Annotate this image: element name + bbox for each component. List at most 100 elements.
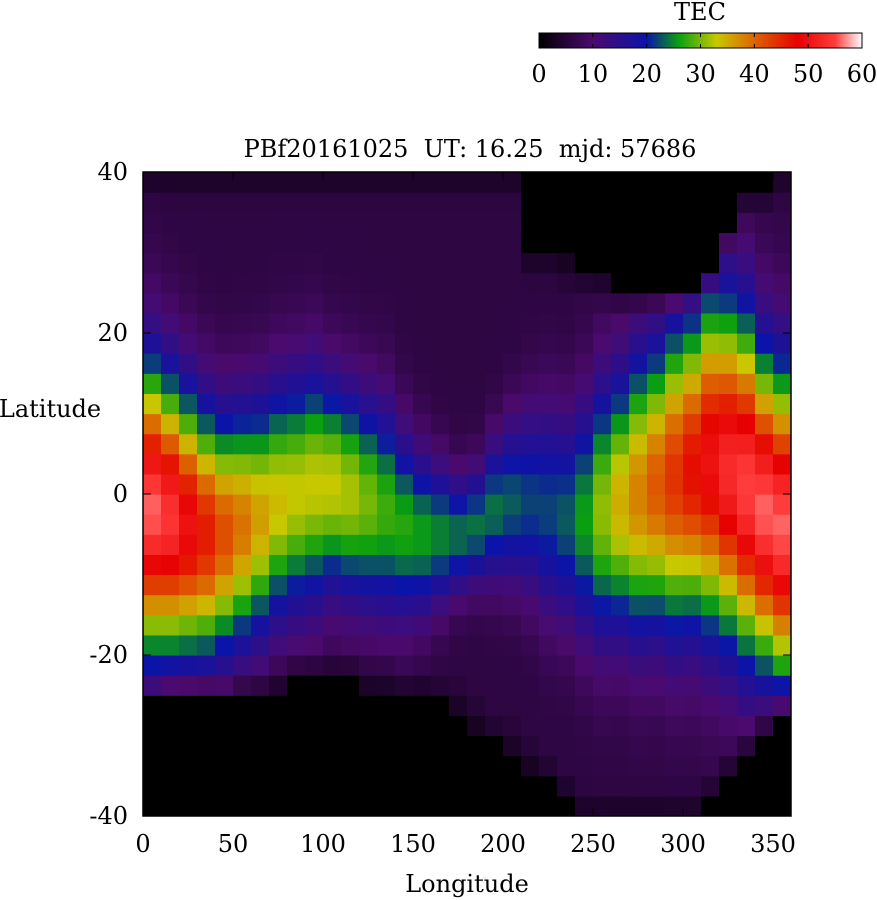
heatmap-cell: [197, 252, 216, 274]
heatmap-cell: [683, 574, 702, 596]
heatmap-cell: [215, 172, 234, 193]
heatmap-cell: [143, 292, 162, 314]
heatmap-cell: [683, 514, 702, 535]
heatmap-cell: [197, 574, 216, 596]
heatmap-cell: [305, 473, 324, 495]
heatmap-cell: [305, 574, 324, 596]
heatmap-cell: [269, 393, 288, 415]
heatmap-cell: [557, 453, 576, 475]
heatmap-cell: [611, 614, 630, 636]
heatmap-cell: [431, 634, 450, 656]
colorbar-tick-label: 20: [631, 60, 662, 88]
heatmap-cell: [449, 373, 468, 394]
heatmap-cell: [143, 373, 162, 394]
heatmap-cell: [251, 453, 270, 475]
heatmap-cell: [539, 252, 558, 274]
heatmap-cell: [737, 212, 756, 233]
heatmap-cell: [773, 614, 791, 636]
heatmap-cell: [323, 574, 342, 596]
heatmap-cell: [647, 514, 666, 535]
heatmap-cell: [449, 453, 468, 475]
heatmap-cell: [485, 353, 504, 374]
heatmap-cell: [737, 715, 756, 737]
heatmap-cell: [341, 232, 360, 254]
heatmap-cell: [323, 212, 342, 233]
heatmap-cell: [413, 333, 432, 354]
colorbar-tick-label: 60: [847, 60, 877, 88]
heatmap-cell: [647, 333, 666, 354]
heatmap-cell: [413, 755, 432, 777]
heatmap-cell: [629, 393, 648, 415]
heatmap-cell: [755, 353, 774, 374]
heatmap-cell: [701, 272, 720, 294]
heatmap-cell: [251, 514, 270, 535]
heatmap-cell: [629, 695, 648, 716]
heatmap-cell: [395, 574, 414, 596]
heatmap-cell: [557, 473, 576, 495]
heatmap-cell: [431, 473, 450, 495]
heatmap-cell: [629, 172, 648, 193]
heatmap-cell: [431, 775, 450, 797]
heatmap-cell: [611, 574, 630, 596]
heatmap-cell: [305, 252, 324, 274]
heatmap-cell: [557, 594, 576, 616]
heatmap-cell: [485, 393, 504, 415]
heatmap-cell: [161, 172, 180, 193]
heatmap-cell: [503, 252, 522, 274]
heatmap-cell: [485, 252, 504, 274]
heatmap-cell: [215, 373, 234, 394]
heatmap-cell: [215, 735, 234, 757]
heatmap-cell: [143, 775, 162, 797]
heatmap-cell: [593, 775, 612, 797]
heatmap-cell: [539, 232, 558, 254]
heatmap-cell: [665, 172, 684, 193]
heatmap-cell: [575, 534, 594, 555]
heatmap-cell: [233, 594, 252, 616]
heatmap-cell: [539, 675, 558, 696]
heatmap-cell: [449, 735, 468, 757]
heatmap-cell: [629, 373, 648, 394]
heatmap-cell: [611, 775, 630, 797]
heatmap-cell: [485, 735, 504, 757]
heatmap-cell: [269, 272, 288, 294]
heatmap-cell: [719, 333, 738, 354]
heatmap-cell: [503, 212, 522, 233]
heatmap-cell: [413, 614, 432, 636]
heatmap-cell: [341, 353, 360, 374]
heatmap-cell: [377, 413, 396, 435]
heatmap-cell: [683, 393, 702, 415]
heatmap-cell: [557, 333, 576, 354]
heatmap-cell: [755, 393, 774, 415]
heatmap-cell: [611, 212, 630, 233]
heatmap-cell: [755, 252, 774, 274]
heatmap-cell: [323, 494, 342, 515]
heatmap-cell: [485, 715, 504, 737]
heatmap-cell: [431, 192, 450, 213]
heatmap-cell: [737, 393, 756, 415]
heatmap-cell: [683, 594, 702, 616]
heatmap-cell: [305, 433, 324, 455]
heatmap-cell: [539, 292, 558, 314]
heatmap-cell: [413, 413, 432, 435]
heatmap-cell: [287, 514, 306, 535]
heatmap-cell: [449, 534, 468, 555]
heatmap-cell: [251, 473, 270, 495]
heatmap-cell: [701, 433, 720, 455]
heatmap-cell: [215, 634, 234, 656]
heatmap-cell: [233, 634, 252, 656]
heatmap-cell: [665, 594, 684, 616]
heatmap-cell: [287, 675, 306, 696]
heatmap-cell: [557, 353, 576, 374]
heatmap-cell: [179, 413, 198, 435]
heatmap-cell: [161, 312, 180, 334]
heatmap-cell: [611, 252, 630, 274]
heatmap-cell: [161, 272, 180, 294]
heatmap-cell: [593, 212, 612, 233]
heatmap-cell: [323, 172, 342, 193]
heatmap-cell: [269, 252, 288, 274]
heatmap-cell: [539, 715, 558, 737]
heatmap-cell: [719, 373, 738, 394]
heatmap-cell: [683, 232, 702, 254]
heatmap-cell: [413, 292, 432, 314]
heatmap-cell: [233, 353, 252, 374]
